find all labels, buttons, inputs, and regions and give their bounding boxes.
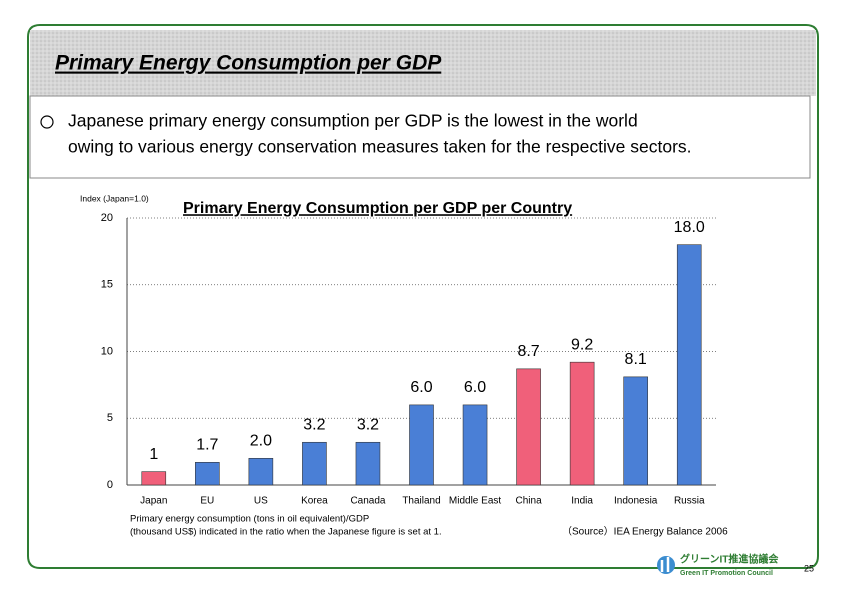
x-tick-label: Thailand: [402, 496, 440, 507]
x-tick-label: Middle East: [449, 496, 501, 507]
slide-title: Primary Energy Consumption per GDP: [55, 52, 442, 75]
chart-title: Primary Energy Consumption per GDP per C…: [183, 200, 572, 217]
page-number: 25: [804, 563, 814, 573]
bar: [141, 471, 167, 486]
value-label: 18.0: [674, 219, 705, 236]
bar: [409, 404, 434, 486]
value-label: 1: [149, 446, 158, 463]
value-label: 2.0: [250, 433, 272, 450]
x-tick-label: Japan: [140, 496, 167, 507]
bar: [248, 457, 274, 486]
x-tick-label: India: [571, 496, 593, 507]
y-axis-label: Index (Japan=1.0): [80, 193, 149, 203]
value-label: 6.0: [410, 379, 432, 396]
x-tick-label: China: [516, 496, 543, 507]
x-tick-label: EU: [200, 496, 214, 507]
bar: [676, 244, 702, 486]
x-tick-label: Indonesia: [614, 496, 658, 507]
bullet-marker: [40, 115, 54, 129]
bar: [462, 404, 488, 486]
x-tick-label: Korea: [301, 496, 328, 507]
bar: [516, 368, 541, 486]
logo-icon: [657, 556, 675, 574]
value-label: 1.7: [196, 437, 218, 454]
bar: [623, 376, 648, 486]
x-tick-label: US: [254, 496, 268, 507]
bar: [355, 441, 381, 486]
footnote: (thousand US$) indicated in the ratio wh…: [130, 527, 442, 538]
bullet-line: Japanese primary energy consumption per …: [68, 111, 638, 131]
logo-japanese: グリーンIT推進協議会: [680, 553, 778, 566]
bar: [302, 441, 327, 486]
y-tick-label: 15: [101, 279, 113, 291]
value-label: 9.2: [571, 336, 593, 353]
source: （Source）IEA Energy Balance 2006: [562, 526, 728, 538]
y-tick-label: 20: [101, 212, 113, 224]
value-label: 8.7: [517, 343, 539, 360]
value-label: 6.0: [464, 379, 486, 396]
logo-english: Green IT Promotion Council: [680, 570, 773, 577]
title-band: [30, 30, 816, 96]
value-label: 8.1: [625, 351, 647, 368]
text-box: [29, 95, 811, 179]
y-tick-label: 0: [107, 479, 113, 491]
logo-icon-mark: [660, 557, 670, 572]
x-tick-label: Canada: [350, 496, 385, 507]
value-label: 3.2: [357, 416, 379, 433]
bar: [569, 361, 595, 486]
value-label: 3.2: [303, 416, 325, 433]
y-tick-label: 10: [101, 345, 113, 357]
y-tick-label: 5: [107, 412, 113, 424]
bullet-line: owing to various energy conservation mea…: [68, 137, 692, 157]
bar: [195, 462, 220, 486]
x-tick-label: Russia: [674, 496, 705, 507]
footnote: Primary energy consumption (tons in oil …: [130, 514, 369, 525]
